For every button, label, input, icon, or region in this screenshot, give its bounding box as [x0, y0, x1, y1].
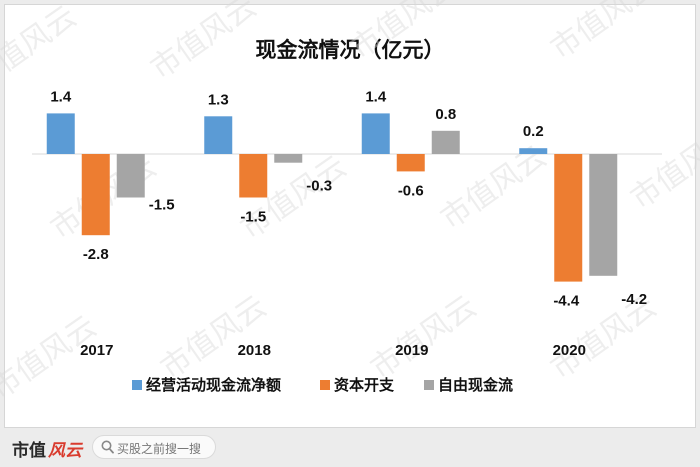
legend-swatch [132, 380, 142, 390]
watermark-text: 市值风云 [625, 119, 700, 216]
search-placeholder: 买股之前搜一搜 [117, 442, 202, 456]
legend-swatch [320, 380, 330, 390]
bar [239, 154, 268, 198]
watermark-text: 市值风云 [155, 289, 273, 386]
data-label: -1.5 [240, 209, 266, 226]
legend-label: 资本开支 [334, 376, 395, 394]
data-label: 0.8 [435, 106, 456, 123]
data-label: 1.4 [365, 88, 387, 105]
watermark-text: 市值风云 [345, 0, 463, 67]
legend-label: 自由现金流 [438, 376, 513, 394]
data-label: -2.8 [83, 246, 109, 263]
category-labels-layer: 2017 2018 2019 2020 [80, 342, 586, 359]
legend-swatch [424, 380, 434, 390]
category-label: 2017 [80, 342, 113, 359]
bars-layer [32, 113, 662, 282]
watermark-text: 市值风云 [0, 0, 83, 97]
data-label: -1.5 [149, 197, 175, 214]
category-label: 2018 [238, 342, 271, 359]
data-label: 1.4 [50, 88, 72, 105]
watermark-text: 市值风云 [365, 289, 483, 386]
bar [274, 154, 303, 163]
data-label: -0.6 [398, 182, 424, 199]
data-label: -4.2 [621, 291, 647, 308]
data-label: -0.3 [306, 178, 332, 195]
chart-title: 现金流情况（亿元） [255, 38, 445, 62]
bar [431, 130, 460, 154]
bar [519, 148, 548, 154]
bar [554, 154, 583, 282]
bar [46, 113, 75, 154]
watermark-text: 市值风云 [145, 0, 263, 87]
category-label: 2019 [395, 342, 428, 359]
footer-bar: 市值 风云 买股之前搜一搜 [0, 428, 700, 467]
bar [396, 154, 425, 172]
logo-main-text: 市值 [12, 441, 46, 461]
bar [116, 154, 145, 198]
data-labels-layer: 1.4 -2.8 -1.5 1.3 -1.5 -0.3 1.4 -0.6 0.8 0.2 -4.4 -… [50, 88, 647, 309]
category-label: 2020 [553, 342, 586, 359]
footer-logo[interactable]: 市值 风云 [12, 436, 82, 461]
logo-accent-text: 风云 [48, 441, 82, 461]
bar [81, 154, 110, 236]
search-box[interactable]: 买股之前搜一搜 [92, 435, 216, 459]
bar [361, 113, 390, 154]
data-label: -4.4 [553, 293, 580, 310]
watermark-text: 市值风云 [545, 0, 663, 67]
legend: 经营活动现金流净额 资本开支 自由现金流 [132, 376, 513, 394]
bar [204, 116, 233, 154]
data-label: 1.3 [208, 91, 229, 108]
bar [589, 154, 618, 276]
data-label: 0.2 [523, 123, 544, 140]
search-icon [101, 440, 114, 454]
legend-label: 经营活动现金流净额 [146, 376, 281, 394]
